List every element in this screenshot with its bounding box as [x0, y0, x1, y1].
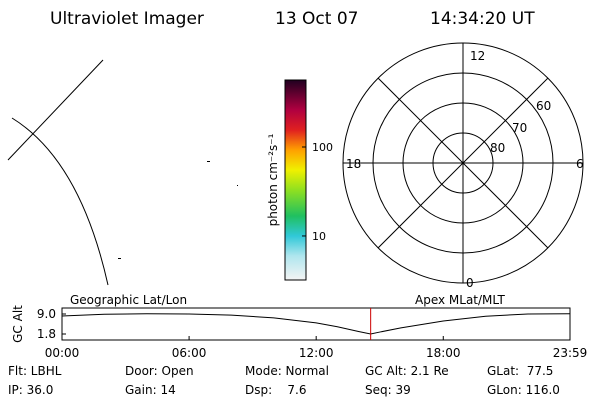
info-field: Gain: 14	[125, 383, 176, 397]
map	[7, 59, 238, 286]
orbit-right-title: Apex MLat/MLT	[415, 293, 505, 307]
mlt-label: 12	[470, 49, 485, 63]
x-tick-label: 00:00	[45, 346, 80, 360]
instrument: Ultraviolet Imager	[50, 9, 204, 29]
lat-label: 80	[490, 141, 505, 155]
y-tick-label: 9.0	[37, 307, 56, 321]
info-field: GC Alt: 2.1 Re	[365, 364, 449, 378]
colorbar-label: photon cm⁻²s⁻¹	[266, 133, 280, 226]
x-tick-label: 23:59	[553, 346, 588, 360]
colorbar-tick-label: 100	[312, 141, 333, 154]
time: 14:34:20 UT	[430, 9, 535, 29]
orbit-ylabel: GC Alt	[11, 305, 25, 343]
x-tick-label: 06:00	[172, 346, 207, 360]
mlt-label: 0	[466, 276, 474, 290]
date: 13 Oct 07	[275, 9, 358, 29]
info-field: GLon: 116.0	[487, 383, 560, 397]
info-field: Flt: LBHL	[8, 364, 62, 378]
orbit-frame	[61, 307, 571, 341]
y-tick-label: 1.8	[37, 327, 56, 341]
colorbar	[284, 79, 307, 281]
info-field: GLat: 77.5	[487, 364, 553, 378]
info-field: Door: Open	[125, 364, 194, 378]
info-field: Mode: Normal	[245, 364, 329, 378]
colorbar-tick-label: 10	[312, 230, 326, 243]
polar-grid	[342, 42, 584, 284]
info-field: Dsp: 7.6	[245, 383, 307, 397]
lat-label: 70	[512, 121, 527, 135]
x-tick-label: 18:00	[426, 346, 461, 360]
mlt-label: 18	[346, 157, 361, 171]
info-field: Seq: 39	[365, 383, 411, 397]
orbit-left-title: Geographic Lat/Lon	[70, 293, 187, 307]
info-field: IP: 36.0	[8, 383, 53, 397]
lat-label: 60	[536, 99, 551, 113]
altitude-line	[61, 313, 571, 335]
x-tick-label: 12:00	[299, 346, 334, 360]
mlt-label: 6	[576, 157, 584, 171]
